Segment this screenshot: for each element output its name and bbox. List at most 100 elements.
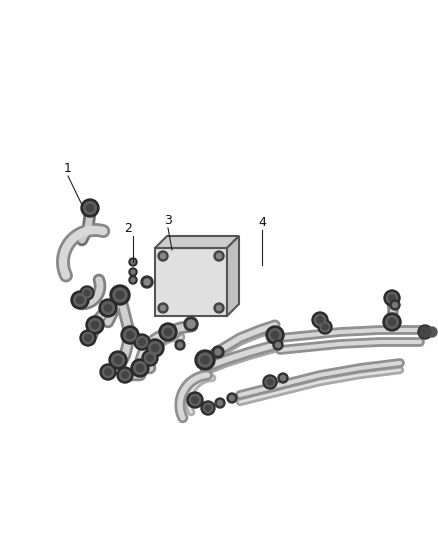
Circle shape [131, 278, 135, 282]
Circle shape [81, 199, 99, 217]
Circle shape [389, 295, 395, 301]
Text: 3: 3 [164, 214, 172, 227]
Circle shape [145, 352, 155, 364]
Circle shape [129, 276, 137, 284]
Circle shape [148, 342, 161, 354]
Circle shape [216, 254, 222, 259]
Circle shape [131, 359, 149, 377]
Text: 1: 1 [64, 161, 72, 174]
Circle shape [386, 293, 398, 304]
Circle shape [195, 350, 215, 370]
Circle shape [113, 288, 127, 302]
Circle shape [116, 291, 124, 299]
Circle shape [131, 270, 135, 274]
Circle shape [201, 356, 209, 364]
Circle shape [112, 354, 124, 366]
Circle shape [230, 395, 234, 400]
Circle shape [267, 379, 273, 385]
Circle shape [317, 317, 323, 323]
Circle shape [187, 392, 203, 408]
Circle shape [82, 288, 92, 298]
Circle shape [218, 400, 223, 406]
Circle shape [139, 339, 145, 345]
Circle shape [215, 398, 225, 408]
Circle shape [272, 332, 279, 338]
Circle shape [160, 254, 166, 259]
Circle shape [418, 325, 432, 339]
Circle shape [205, 405, 211, 411]
Circle shape [84, 201, 96, 214]
Circle shape [420, 327, 430, 337]
Circle shape [322, 324, 328, 330]
Circle shape [117, 367, 133, 383]
Circle shape [214, 303, 224, 313]
Circle shape [159, 323, 177, 341]
Circle shape [187, 320, 195, 328]
Circle shape [427, 327, 437, 337]
Circle shape [383, 313, 401, 331]
Circle shape [152, 344, 159, 352]
Circle shape [314, 314, 325, 326]
Circle shape [92, 321, 99, 329]
Polygon shape [227, 236, 239, 316]
Circle shape [122, 372, 128, 378]
Circle shape [265, 377, 275, 387]
Circle shape [273, 340, 283, 350]
Circle shape [131, 260, 135, 264]
Circle shape [120, 369, 131, 381]
Circle shape [102, 302, 114, 314]
Circle shape [74, 294, 86, 306]
Text: 2: 2 [124, 222, 132, 235]
Circle shape [198, 353, 212, 367]
Circle shape [80, 286, 94, 300]
Circle shape [124, 329, 136, 341]
Circle shape [104, 304, 112, 312]
Circle shape [82, 333, 94, 344]
Circle shape [215, 349, 221, 355]
Circle shape [110, 285, 130, 305]
Circle shape [127, 332, 134, 338]
Circle shape [268, 329, 281, 341]
Polygon shape [155, 236, 239, 248]
Circle shape [227, 393, 237, 403]
Circle shape [422, 329, 428, 335]
Circle shape [389, 318, 396, 326]
Polygon shape [155, 248, 227, 316]
Circle shape [201, 401, 215, 415]
Circle shape [263, 375, 277, 389]
Circle shape [278, 373, 288, 383]
Circle shape [203, 403, 213, 413]
Circle shape [175, 340, 185, 350]
Circle shape [142, 350, 158, 366]
Circle shape [136, 365, 144, 372]
Circle shape [386, 316, 398, 328]
Circle shape [158, 251, 168, 261]
Circle shape [84, 290, 90, 296]
Circle shape [86, 204, 94, 212]
Circle shape [121, 326, 139, 344]
Circle shape [144, 279, 150, 285]
Circle shape [141, 276, 153, 288]
Circle shape [384, 290, 400, 306]
Circle shape [80, 330, 96, 346]
Circle shape [320, 322, 330, 332]
Circle shape [109, 351, 127, 369]
Circle shape [136, 336, 148, 348]
Circle shape [129, 258, 137, 266]
Circle shape [212, 346, 224, 358]
Circle shape [177, 343, 183, 348]
Circle shape [102, 366, 113, 377]
Circle shape [89, 319, 101, 332]
Circle shape [129, 268, 137, 276]
Circle shape [134, 362, 146, 374]
Circle shape [99, 299, 117, 317]
Circle shape [158, 303, 168, 313]
Circle shape [146, 339, 164, 357]
Circle shape [85, 335, 91, 341]
Circle shape [100, 364, 116, 380]
Circle shape [189, 394, 201, 406]
Circle shape [134, 334, 150, 350]
Circle shape [147, 355, 153, 361]
Text: 4: 4 [258, 215, 266, 229]
Circle shape [71, 291, 89, 309]
